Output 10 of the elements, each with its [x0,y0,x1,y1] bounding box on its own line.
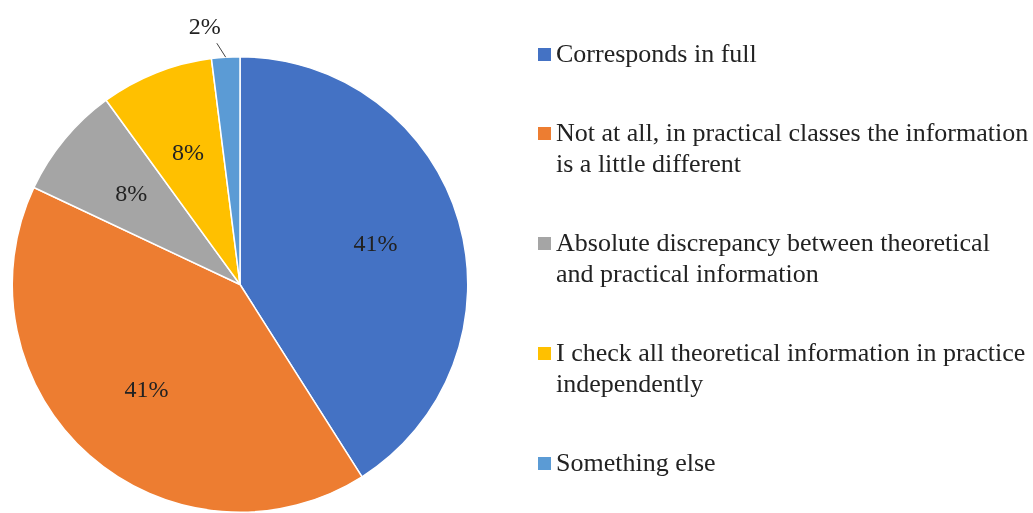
legend-label: I check all theoretical information in practice independently [556,337,1027,399]
legend-label: Something else [556,447,716,478]
data-label: 8% [115,179,148,206]
legend-label: Absolute discrepancy between theoretical and practical information [556,227,991,289]
data-label: 41% [353,230,398,257]
data-label: 8% [172,138,205,165]
legend-label: Corresponds in full [556,38,757,69]
data-label: 41% [124,375,169,402]
data-label: 2% [188,12,221,39]
legend-label: Not at all, in practical classes the information is a little different [556,117,1030,179]
